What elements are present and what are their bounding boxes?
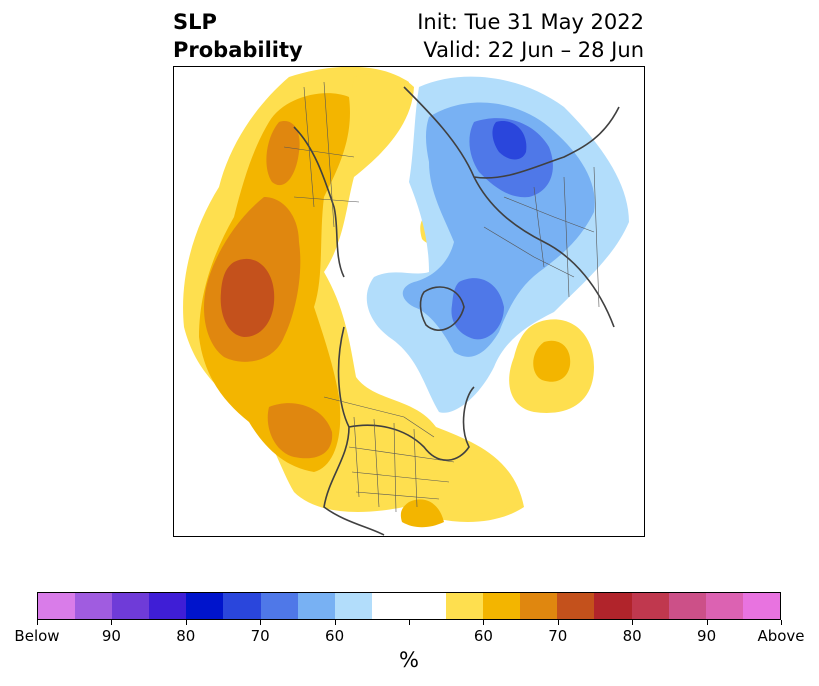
colorbar-segment bbox=[557, 593, 595, 619]
colorbar-segment bbox=[334, 593, 372, 619]
colorbar-tick-mark bbox=[557, 620, 559, 625]
coastlines bbox=[293, 86, 620, 536]
colorbar-tick-label: 80 bbox=[622, 627, 642, 645]
probability-colorbar bbox=[37, 592, 781, 620]
colorbar-unit-label: % bbox=[399, 648, 419, 672]
map-title-left: SLP Probability bbox=[173, 8, 303, 64]
colorbar-tick-mark bbox=[260, 620, 262, 625]
colorbar-segment bbox=[742, 593, 780, 619]
below-75-region-arctic bbox=[492, 121, 527, 160]
colorbar-segment bbox=[223, 593, 261, 619]
colorbar-tick-label: 60 bbox=[473, 627, 493, 645]
above-75-region-pacific bbox=[220, 258, 275, 337]
colorbar-tick-label: 80 bbox=[176, 627, 196, 645]
political-borders bbox=[283, 81, 600, 513]
colorbar-tick-mark bbox=[706, 620, 708, 625]
colorbar-segment bbox=[631, 593, 669, 619]
init-date: Init: Tue 31 May 2022 bbox=[417, 10, 644, 34]
title-variable: SLP bbox=[173, 10, 217, 34]
colorbar-segment bbox=[75, 593, 113, 619]
colorbar-tick-label: 90 bbox=[697, 627, 717, 645]
colorbar-segment bbox=[668, 593, 706, 619]
colorbar-segment bbox=[38, 593, 76, 619]
colorbar-tick-label: Below bbox=[14, 627, 60, 645]
border-eurasia-2 bbox=[533, 166, 600, 308]
map-canvas bbox=[183, 67, 629, 536]
coast-greenland bbox=[419, 286, 465, 331]
colorbar-segment bbox=[186, 593, 224, 619]
colorbar-segment bbox=[260, 593, 298, 619]
valid-range: Valid: 22 Jun – 28 Jun bbox=[423, 38, 644, 62]
colorbar-segment bbox=[483, 593, 521, 619]
colorbar-tick-label: 60 bbox=[325, 627, 345, 645]
below-70-region-arctic bbox=[451, 118, 553, 340]
colorbar-segment bbox=[149, 593, 187, 619]
coast-north-america bbox=[323, 326, 475, 536]
colorbar-segment bbox=[594, 593, 632, 619]
above-65-region-atlantic bbox=[400, 340, 571, 528]
map-title-right: Init: Tue 31 May 2022 Valid: 22 Jun – 28… bbox=[417, 8, 644, 64]
colorbar-segment bbox=[297, 593, 335, 619]
colorbar-tick-mark bbox=[781, 620, 782, 625]
border-us-canada bbox=[323, 396, 435, 438]
colorbar-tick-mark bbox=[632, 620, 634, 625]
colorbar-tick-mark bbox=[37, 620, 38, 625]
colorbar-segment bbox=[520, 593, 558, 619]
border-canada-1 bbox=[283, 81, 360, 228]
colorbar-segment bbox=[408, 593, 447, 619]
colorbar-tick-mark bbox=[111, 620, 113, 625]
border-eurasia-1 bbox=[483, 196, 595, 278]
colorbar-tick-mark bbox=[185, 620, 187, 625]
colorbar-tick-label: 70 bbox=[548, 627, 568, 645]
colorbar-segment bbox=[371, 593, 409, 619]
probability-map bbox=[173, 66, 645, 537]
colorbar-tick-label: Above bbox=[757, 627, 805, 645]
border-states-2 bbox=[348, 446, 455, 500]
colorbar-segment bbox=[112, 593, 150, 619]
colorbar-tick-mark bbox=[334, 620, 336, 625]
above-60-region-europe bbox=[352, 73, 409, 127]
colorbar-segment bbox=[446, 593, 484, 619]
title-product: Probability bbox=[173, 38, 303, 62]
border-states-1 bbox=[353, 416, 418, 513]
colorbar-tick-label: 70 bbox=[250, 627, 270, 645]
colorbar-tick-label: 90 bbox=[101, 627, 121, 645]
colorbar-segment bbox=[705, 593, 743, 619]
colorbar-tick-mark bbox=[483, 620, 485, 625]
colorbar-tick-mark bbox=[409, 620, 410, 625]
coast-europe-asia bbox=[403, 86, 620, 328]
